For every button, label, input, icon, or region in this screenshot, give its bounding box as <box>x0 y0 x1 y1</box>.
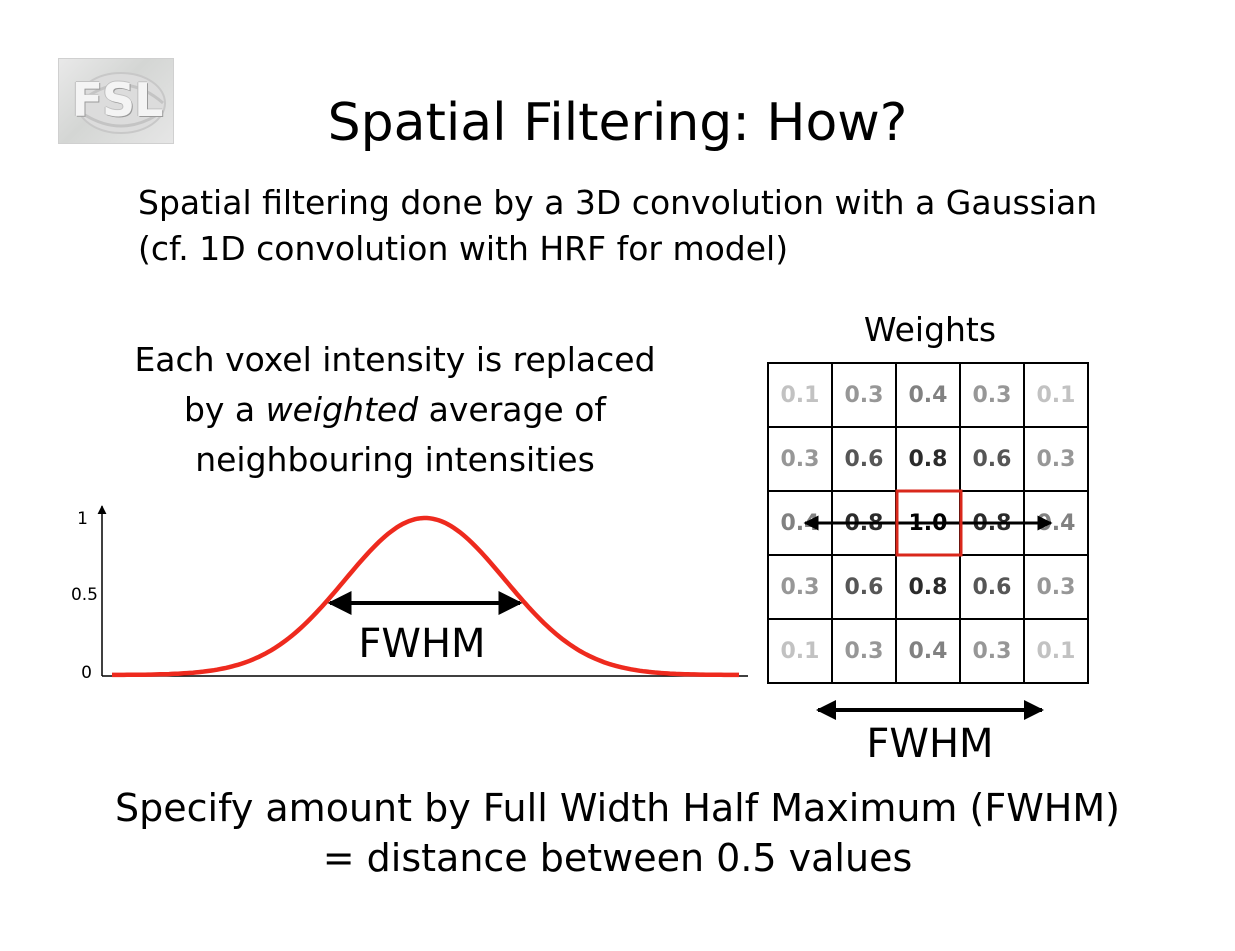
voxel-description-line-3: neighbouring intensities <box>110 435 680 485</box>
weight-cell: 0.1 <box>768 363 832 427</box>
weight-cell: 0.4 <box>896 363 960 427</box>
weight-cell: 0.3 <box>1024 555 1088 619</box>
weights-title: Weights <box>770 307 1090 353</box>
weight-cell: 0.1 <box>1024 363 1088 427</box>
weights-grid: 0.1 0.3 0.4 0.3 0.1 0.3 0.6 0.8 0.6 0.3 0.4 0.8 1.0 0… <box>767 362 1089 684</box>
subtitle-line-2: (cf. 1D convolution with HRF for model) <box>138 226 1138 272</box>
weight-cell: 0.8 <box>896 555 960 619</box>
voxel-line2-pre: by a <box>184 390 266 429</box>
gaussian-plot: 1 0.5 0 FWHM <box>60 500 760 690</box>
weight-cell: 0.6 <box>832 555 896 619</box>
weight-cell: 0.3 <box>960 619 1024 683</box>
weight-cell: 0.3 <box>832 619 896 683</box>
weights-row: 0.1 0.3 0.4 0.3 0.1 <box>768 363 1088 427</box>
weight-cell: 0.8 <box>960 491 1024 555</box>
subtitle: Spatial filtering done by a 3D convoluti… <box>138 180 1138 272</box>
weight-cell: 0.6 <box>960 555 1024 619</box>
weighted-word: weighted <box>266 390 419 429</box>
bottom-line-1: Specify amount by Full Width Half Maximu… <box>0 783 1235 833</box>
weight-cell: 0.3 <box>768 555 832 619</box>
weight-cell: 0.1 <box>1024 619 1088 683</box>
bottom-line-2: = distance between 0.5 values <box>0 833 1235 883</box>
weights-row: 0.4 0.8 1.0 0.8 0.4 <box>768 491 1088 555</box>
bottom-caption: Specify amount by Full Width Half Maximu… <box>0 783 1235 883</box>
weight-cell: 0.3 <box>832 363 896 427</box>
weight-cell: 0.3 <box>768 427 832 491</box>
y-tick-1: 1 <box>77 509 88 529</box>
weights-row: 0.1 0.3 0.4 0.3 0.1 <box>768 619 1088 683</box>
weight-cell: 0.8 <box>896 427 960 491</box>
fwhm-label-weights: FWHM <box>810 718 1050 770</box>
subtitle-line-1: Spatial filtering done by a 3D convoluti… <box>138 180 1138 226</box>
weight-cell: 0.6 <box>960 427 1024 491</box>
weight-cell: 0.4 <box>896 619 960 683</box>
weight-cell: 0.3 <box>960 363 1024 427</box>
voxel-description-line-2: by a weighted average of <box>110 385 680 435</box>
voxel-description-line-1: Each voxel intensity is replaced <box>110 335 680 385</box>
weight-cell: 0.3 <box>1024 427 1088 491</box>
y-tick-0: 0 <box>81 663 92 683</box>
weight-cell: 0.1 <box>768 619 832 683</box>
weights-row: 0.3 0.6 0.8 0.6 0.3 <box>768 427 1088 491</box>
slide-title: Spatial Filtering: How? <box>0 88 1235 158</box>
weight-cell: 0.4 <box>1024 491 1088 555</box>
weights-row: 0.3 0.6 0.8 0.6 0.3 <box>768 555 1088 619</box>
weight-cell: 0.8 <box>832 491 896 555</box>
voxel-line2-post: average of <box>418 390 606 429</box>
weight-cell: 0.4 <box>768 491 832 555</box>
voxel-description: Each voxel intensity is replaced by a we… <box>110 335 680 485</box>
weight-cell: 1.0 <box>896 491 960 555</box>
y-tick-0.5: 0.5 <box>71 585 98 605</box>
weight-cell: 0.6 <box>832 427 896 491</box>
fwhm-label-plot: FWHM <box>358 621 485 667</box>
